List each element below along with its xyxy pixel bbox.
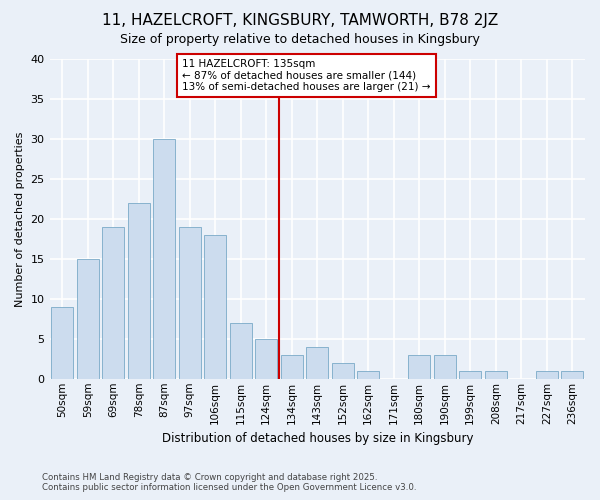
- Bar: [154, 139, 175, 379]
- Bar: [179, 227, 200, 379]
- Bar: [230, 323, 251, 379]
- Bar: [562, 371, 583, 379]
- X-axis label: Distribution of detached houses by size in Kingsbury: Distribution of detached houses by size …: [161, 432, 473, 445]
- Bar: [536, 371, 557, 379]
- Bar: [485, 371, 506, 379]
- Bar: [281, 355, 302, 379]
- Bar: [358, 371, 379, 379]
- Bar: [332, 363, 353, 379]
- Bar: [460, 371, 481, 379]
- Y-axis label: Number of detached properties: Number of detached properties: [15, 131, 25, 306]
- Text: 11 HAZELCROFT: 135sqm
← 87% of detached houses are smaller (144)
13% of semi-det: 11 HAZELCROFT: 135sqm ← 87% of detached …: [182, 59, 431, 92]
- Bar: [256, 339, 277, 379]
- Text: 11, HAZELCROFT, KINGSBURY, TAMWORTH, B78 2JZ: 11, HAZELCROFT, KINGSBURY, TAMWORTH, B78…: [102, 12, 498, 28]
- Bar: [205, 235, 226, 379]
- Bar: [307, 347, 328, 379]
- Bar: [409, 355, 430, 379]
- Text: Contains HM Land Registry data © Crown copyright and database right 2025.
Contai: Contains HM Land Registry data © Crown c…: [42, 473, 416, 492]
- Bar: [103, 227, 124, 379]
- Bar: [128, 203, 149, 379]
- Text: Size of property relative to detached houses in Kingsbury: Size of property relative to detached ho…: [120, 32, 480, 46]
- Bar: [52, 307, 73, 379]
- Bar: [77, 259, 98, 379]
- Bar: [434, 355, 455, 379]
